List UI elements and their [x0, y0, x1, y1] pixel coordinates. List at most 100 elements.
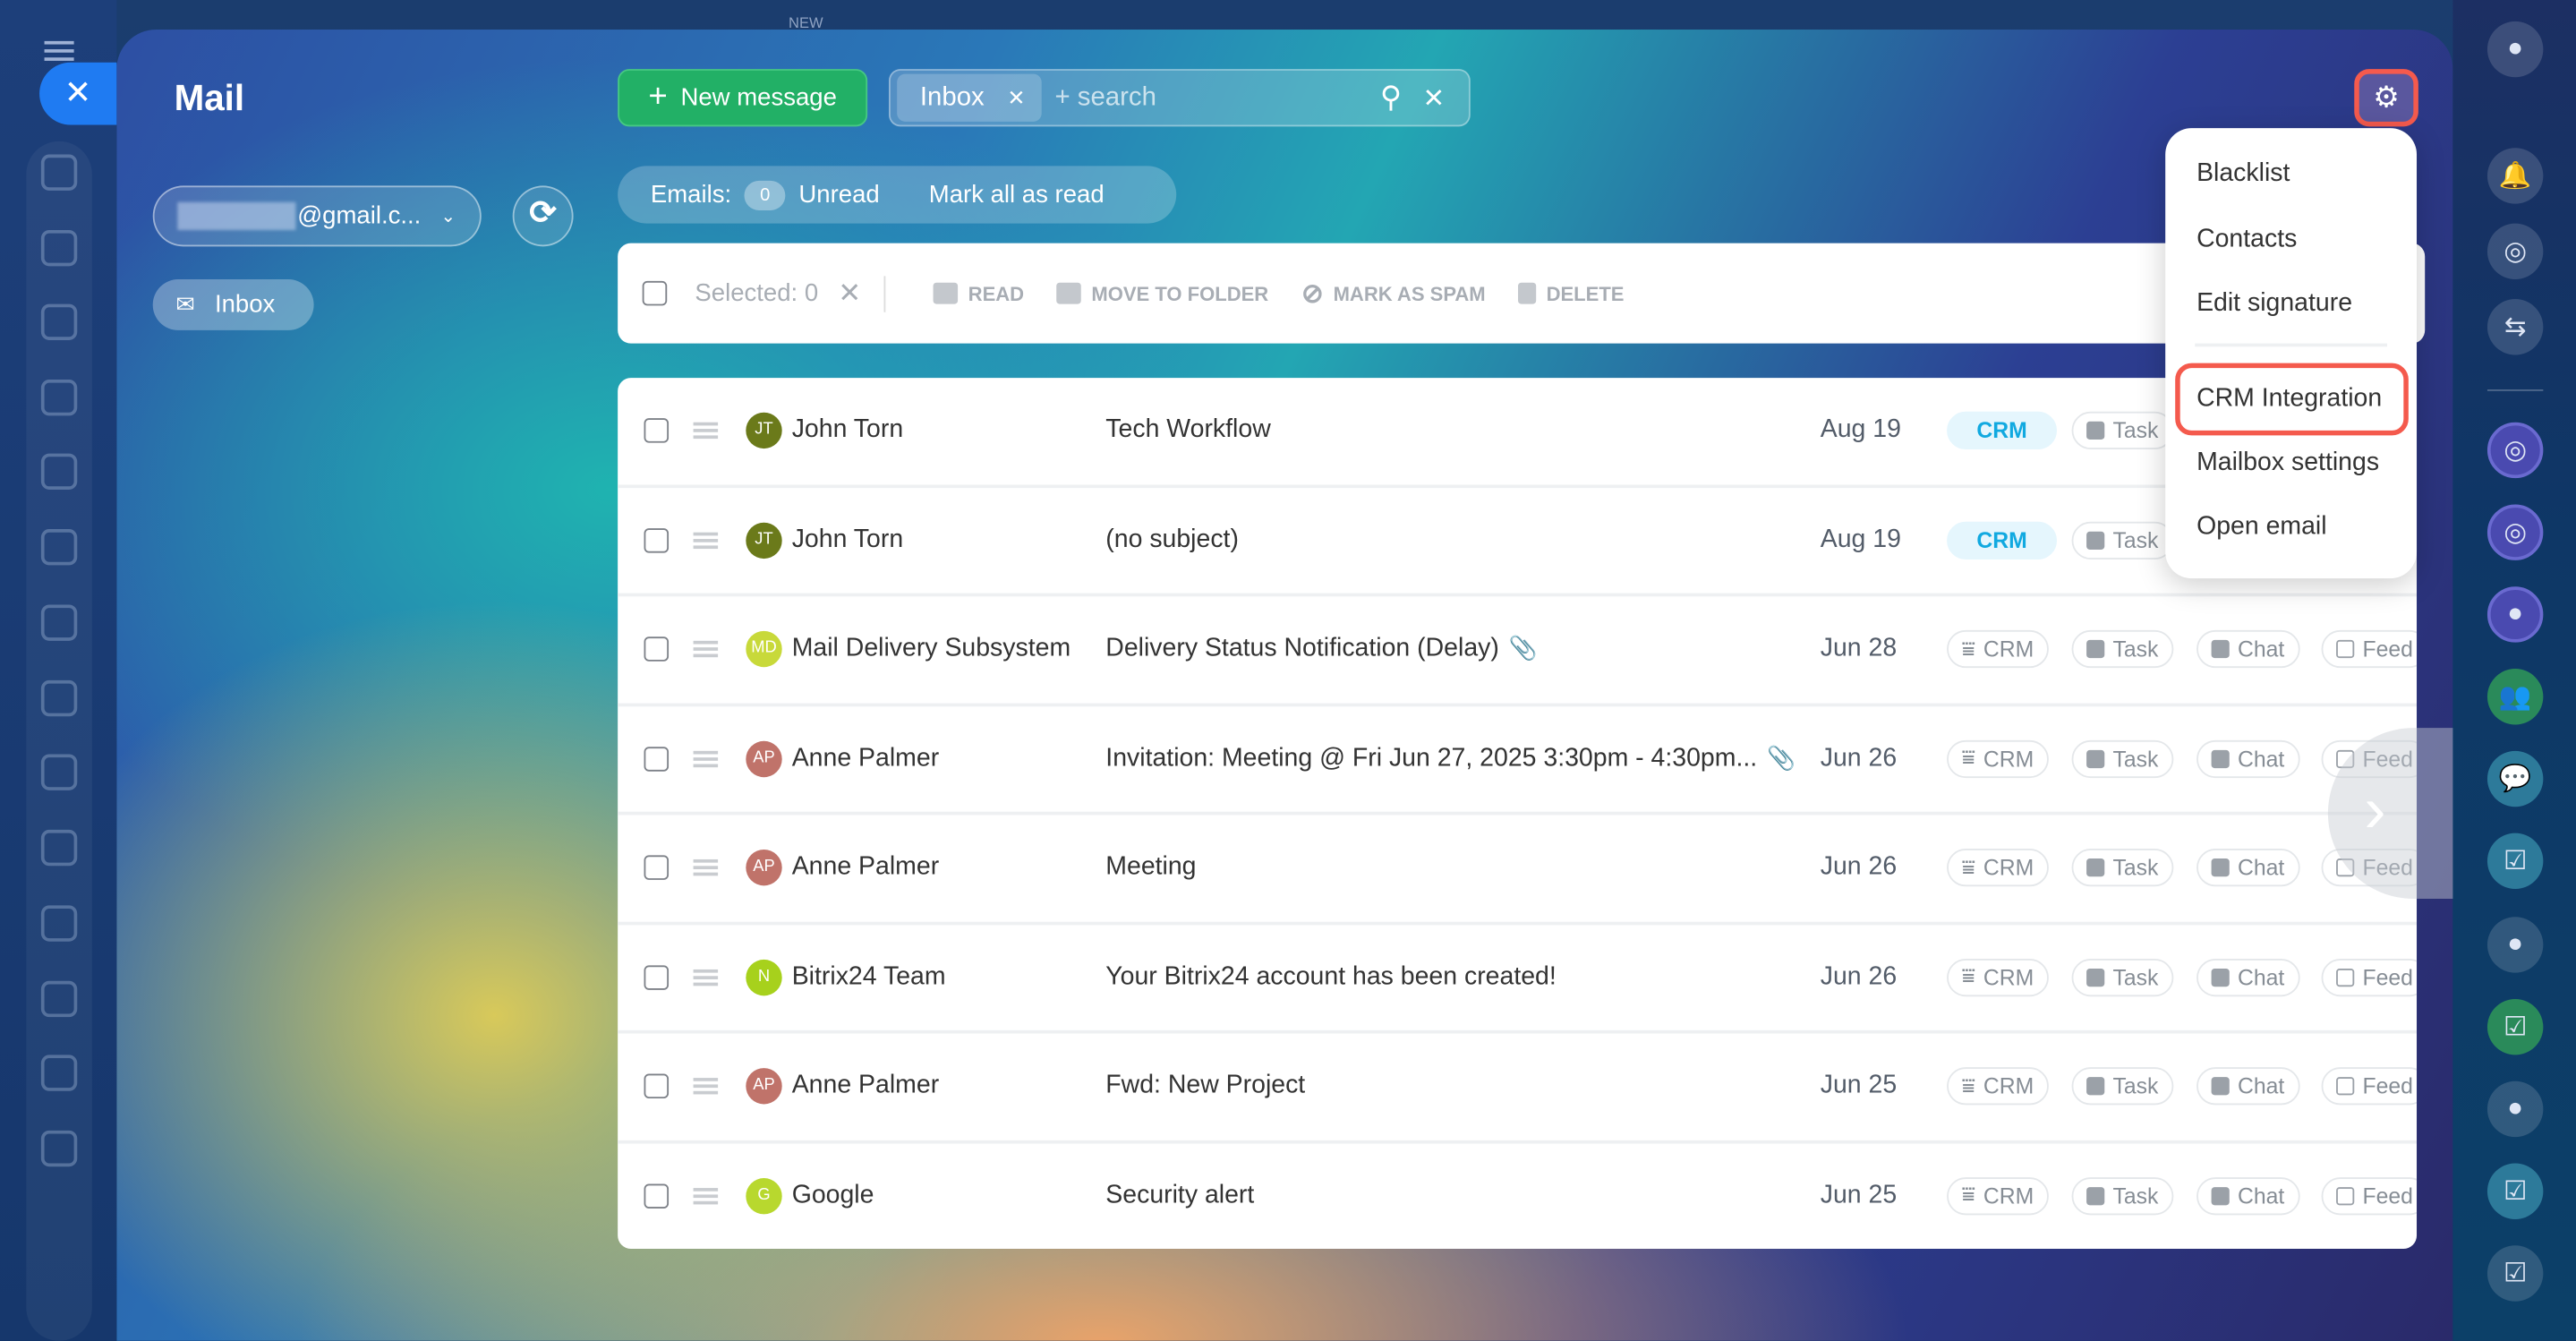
- avatar[interactable]: ●: [2486, 917, 2544, 973]
- email-row[interactable]: AP Anne Palmer Meeting Jun 26 ⩸ CRM Task Chat Fe…: [618, 815, 2418, 925]
- row-checkbox[interactable]: [644, 418, 670, 444]
- email-row[interactable]: JT John Torn Tech Workflow Aug 19 CRM Task: [618, 378, 2418, 488]
- delete-button[interactable]: DELETE: [1518, 282, 1624, 304]
- box-icon[interactable]: [40, 1130, 78, 1167]
- create-chat-button[interactable]: Chat: [2196, 958, 2299, 996]
- sender-name[interactable]: Google: [791, 1181, 874, 1209]
- row-checkbox[interactable]: [644, 746, 670, 772]
- drag-handle-icon[interactable]: [693, 859, 719, 876]
- create-chat-button[interactable]: Chat: [2196, 739, 2299, 778]
- chat-icon[interactable]: 💬: [2486, 750, 2544, 807]
- sender-name[interactable]: Anne Palmer: [791, 744, 940, 773]
- email-row[interactable]: AP Anne Palmer Invitation: Meeting @ Fri J…: [618, 705, 2418, 816]
- read-button[interactable]: READ: [934, 282, 1024, 304]
- create-task-button[interactable]: Task: [2071, 1176, 2173, 1215]
- create-task-button[interactable]: Task: [2071, 630, 2173, 669]
- copilot-icon[interactable]: ◎: [2486, 223, 2544, 280]
- task-icon[interactable]: ☑: [2486, 833, 2544, 890]
- drag-handle-icon[interactable]: [693, 969, 719, 986]
- add-to-crm-button[interactable]: ⩸ CRM: [1947, 739, 2049, 778]
- refresh-button[interactable]: ⟳: [512, 185, 574, 247]
- post-to-feed-button[interactable]: Feed: [2321, 630, 2418, 669]
- avatar[interactable]: ●: [2486, 1080, 2544, 1138]
- email-subject-cell[interactable]: Fwd: New Project: [1105, 1072, 1305, 1101]
- row-checkbox[interactable]: [644, 1183, 670, 1209]
- mail-icon[interactable]: [40, 754, 78, 790]
- chip-remove-icon[interactable]: ✕: [1007, 84, 1026, 110]
- email-subject-cell[interactable]: (no subject): [1105, 525, 1239, 555]
- chat-icon[interactable]: [40, 229, 78, 267]
- copilot-chat-icon[interactable]: ◎: [2486, 504, 2544, 560]
- select-all-checkbox[interactable]: [642, 280, 668, 306]
- drag-handle-icon[interactable]: [693, 1078, 719, 1095]
- drag-handle-icon[interactable]: [693, 641, 719, 658]
- sender-name[interactable]: Anne Palmer: [791, 1072, 940, 1100]
- email-subject-cell[interactable]: Meeting: [1105, 853, 1196, 883]
- row-checkbox[interactable]: [644, 855, 670, 881]
- copilot-chat-icon[interactable]: ◎: [2486, 422, 2544, 479]
- group-chat-icon[interactable]: 👥: [2486, 669, 2544, 725]
- create-task-button[interactable]: Task: [2071, 849, 2173, 887]
- menu-item-mailbox-settings[interactable]: Mailbox settings: [2196, 448, 2380, 477]
- sender-name[interactable]: Mail Delivery Subsystem: [791, 634, 1071, 663]
- create-task-button[interactable]: Task: [2071, 412, 2173, 450]
- email-subject-cell[interactable]: Tech Workflow: [1105, 416, 1270, 446]
- search-input[interactable]: + search: [1054, 82, 1156, 111]
- grid-icon[interactable]: [40, 1055, 78, 1091]
- search-box[interactable]: Inbox ✕ + search ⚲ ✕: [889, 69, 1471, 127]
- account-selector[interactable]: @gmail.c... ⌄: [152, 185, 482, 247]
- menu-item-open-email[interactable]: Open email: [2196, 512, 2327, 541]
- board-icon[interactable]: [40, 604, 78, 641]
- sender-name[interactable]: Anne Palmer: [791, 853, 940, 882]
- crm-added-badge[interactable]: CRM: [1947, 412, 2058, 450]
- create-chat-button[interactable]: Chat: [2196, 849, 2299, 887]
- add-to-crm-button[interactable]: ⩸ CRM: [1947, 849, 2049, 887]
- crm-added-badge[interactable]: CRM: [1947, 521, 2058, 559]
- create-chat-button[interactable]: Chat: [2196, 1176, 2299, 1215]
- email-subject-cell[interactable]: Delivery Status Notification (Delay) 📎: [1105, 635, 1538, 664]
- drag-handle-icon[interactable]: [693, 750, 719, 767]
- task-icon[interactable]: ☑: [2486, 1245, 2544, 1302]
- create-chat-button[interactable]: Chat: [2196, 1067, 2299, 1106]
- drag-handle-icon[interactable]: [693, 1187, 719, 1204]
- post-to-feed-button[interactable]: Feed: [2321, 1176, 2418, 1215]
- tasks-icon[interactable]: [40, 905, 78, 942]
- menu-icon[interactable]: [44, 40, 74, 61]
- email-row[interactable]: N Bitrix24 Team Your Bitrix24 account has …: [618, 924, 2418, 1034]
- mark-all-read-link[interactable]: Mark all as read: [928, 180, 1105, 209]
- create-task-button[interactable]: Task: [2071, 958, 2173, 996]
- sender-name[interactable]: John Torn: [791, 415, 904, 445]
- document-icon[interactable]: [40, 529, 78, 566]
- drag-handle-icon[interactable]: [693, 423, 719, 440]
- funnel-icon[interactable]: [40, 980, 78, 1018]
- bell-icon[interactable]: 🔔: [2486, 148, 2544, 204]
- settings-button[interactable]: ⚙: [2354, 69, 2418, 127]
- row-checkbox[interactable]: [644, 636, 670, 662]
- avatar[interactable]: ●: [2486, 21, 2544, 78]
- email-subject-cell[interactable]: Invitation: Meeting @ Fri Jun 27, 2025 3…: [1105, 744, 1796, 773]
- add-to-crm-button[interactable]: ⩸ CRM: [1947, 958, 2049, 996]
- row-checkbox[interactable]: [644, 1073, 670, 1099]
- menu-item-edit-signature[interactable]: Edit signature: [2196, 289, 2353, 318]
- post-to-feed-button[interactable]: Feed: [2321, 739, 2418, 778]
- search-icon[interactable]: ⚲: [1379, 80, 1403, 114]
- contacts-icon[interactable]: [40, 829, 78, 867]
- drive-icon[interactable]: [40, 679, 78, 717]
- chat-switch-icon[interactable]: ⇆: [2486, 299, 2544, 355]
- close-slider-button[interactable]: ✕: [39, 62, 117, 125]
- add-to-crm-button[interactable]: ⩸ CRM: [1947, 1176, 2049, 1215]
- menu-item-crm-integration[interactable]: CRM Integration: [2196, 384, 2383, 413]
- scroll-right-button[interactable]: ›: [2327, 728, 2460, 900]
- email-row[interactable]: AP Anne Palmer Fwd: New Project Jun 25 ⩸ CRM T…: [618, 1034, 2418, 1143]
- row-checkbox[interactable]: [644, 964, 670, 990]
- calendar-icon[interactable]: [40, 453, 78, 490]
- email-row[interactable]: JT John Torn (no subject) Aug 19 CRM Task: [618, 487, 2418, 597]
- avatar[interactable]: ●: [2486, 586, 2544, 643]
- add-to-crm-button[interactable]: ⩸ CRM: [1947, 1067, 2049, 1106]
- post-to-feed-button[interactable]: Feed: [2321, 958, 2418, 996]
- folder-inbox[interactable]: ✉ Inbox: [152, 279, 314, 330]
- email-subject-cell[interactable]: Security alert: [1105, 1181, 1254, 1210]
- create-task-button[interactable]: Task: [2071, 521, 2173, 559]
- clear-icon[interactable]: ✕: [1422, 84, 1446, 113]
- row-checkbox[interactable]: [644, 527, 670, 553]
